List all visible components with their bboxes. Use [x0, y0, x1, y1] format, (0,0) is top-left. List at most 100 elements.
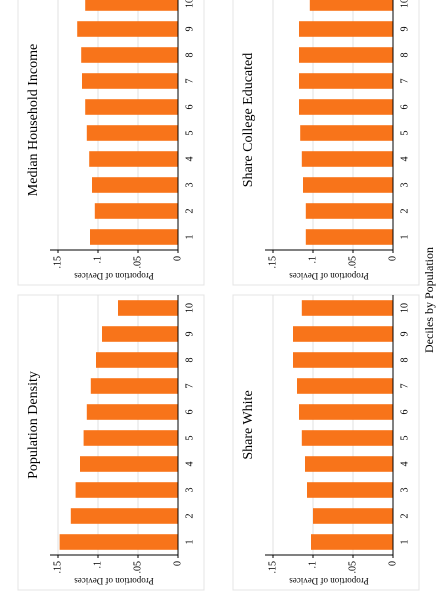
bar [80, 456, 178, 472]
y-axis-label: Proportion of Devices [74, 271, 154, 281]
y-tick-label: .05 [132, 561, 143, 574]
x-tick-label: 8 [184, 358, 195, 363]
x-tick-label: 4 [184, 462, 195, 467]
bar [70, 508, 178, 524]
x-tick-label: 3 [184, 183, 195, 188]
x-tick-label: 1 [399, 540, 410, 545]
bar [85, 0, 178, 11]
bar [89, 151, 178, 167]
x-tick-label: 3 [399, 488, 410, 493]
y-tick-label: .1 [92, 561, 103, 569]
y-axis-label: Proportion of Devices [289, 576, 369, 586]
panel-frame [17, 294, 205, 591]
bar [309, 0, 393, 11]
bar [299, 47, 393, 63]
chart-title: Share College Educated [241, 53, 256, 188]
y-tick-label: .05 [132, 256, 143, 269]
bar [311, 534, 393, 550]
x-tick-label: 9 [184, 27, 195, 32]
x-tick-label: 8 [184, 53, 195, 58]
x-tick-label: 5 [399, 131, 410, 136]
x-tick-label: 10 [399, 303, 410, 313]
rotated-figure: Deciles by Population Population Density… [17, 0, 436, 591]
x-tick-label: 5 [184, 436, 195, 441]
bar [75, 482, 178, 498]
bar [118, 300, 178, 316]
x-tick-label: 10 [184, 303, 195, 313]
x-tick-label: 10 [184, 0, 195, 8]
y-tick-label: 0 [387, 256, 398, 261]
y-tick-label: .1 [307, 561, 318, 569]
x-tick-label: 3 [399, 183, 410, 188]
bar [96, 352, 178, 368]
bar [299, 73, 393, 89]
x-tick-label: 1 [399, 235, 410, 240]
y-tick-label: 0 [387, 561, 398, 566]
x-tick-label: 3 [184, 488, 195, 493]
bar [305, 229, 393, 245]
bar [299, 404, 393, 420]
x-tick-label: 1 [184, 235, 195, 240]
bar [81, 47, 178, 63]
bar [86, 125, 178, 141]
x-tick-label: 6 [184, 410, 195, 415]
bar [299, 99, 393, 115]
bar [85, 99, 178, 115]
x-tick-label: 4 [184, 157, 195, 162]
y-tick-label: .15 [52, 561, 63, 574]
panel-frame [17, 0, 205, 286]
y-axis-label: Proportion of Devices [74, 576, 154, 586]
y-tick-label: .05 [347, 561, 358, 574]
x-tick-label: 4 [399, 462, 410, 467]
y-tick-label: .05 [347, 256, 358, 269]
bar [297, 378, 393, 394]
y-tick-label: .1 [307, 256, 318, 264]
x-tick-label: 5 [399, 436, 410, 441]
x-tick-label: 9 [399, 332, 410, 337]
panel-frame [232, 0, 420, 286]
y-tick-label: 0 [172, 256, 183, 261]
y-tick-label: 0 [172, 561, 183, 566]
bar [102, 326, 178, 342]
bar [90, 378, 178, 394]
x-tick-label: 7 [399, 79, 410, 84]
y-tick-label: .1 [92, 256, 103, 264]
x-tick-label: 8 [399, 358, 410, 363]
x-tick-label: 6 [399, 105, 410, 110]
x-tick-label: 1 [184, 540, 195, 545]
bar [301, 430, 393, 446]
x-tick-label: 9 [184, 332, 195, 337]
bar [82, 73, 178, 89]
y-tick-label: .15 [267, 256, 278, 269]
x-tick-label: 7 [399, 384, 410, 389]
bar [77, 21, 178, 37]
x-tick-label: 7 [184, 384, 195, 389]
x-tick-label: 10 [399, 0, 410, 8]
bar [307, 482, 393, 498]
shared-x-label: Deciles by Population [422, 247, 436, 353]
x-tick-label: 2 [399, 514, 410, 519]
chart-title: Population Density [26, 371, 41, 479]
bar [59, 534, 178, 550]
bar [300, 125, 394, 141]
bar [293, 352, 393, 368]
x-tick-label: 6 [399, 410, 410, 415]
bar [293, 326, 393, 342]
bar [301, 151, 393, 167]
x-tick-label: 7 [184, 79, 195, 84]
bar [90, 229, 178, 245]
bar [303, 177, 393, 193]
x-tick-label: 9 [399, 27, 410, 32]
bar [86, 404, 178, 420]
x-tick-label: 2 [184, 514, 195, 519]
x-tick-label: 8 [399, 53, 410, 58]
panel-frame [232, 294, 420, 591]
bar [301, 300, 393, 316]
x-tick-label: 2 [399, 209, 410, 214]
bar [94, 203, 178, 219]
bar [305, 456, 393, 472]
chart-title: Median Household Income [26, 44, 41, 196]
y-tick-label: .15 [267, 561, 278, 574]
bar [313, 508, 393, 524]
